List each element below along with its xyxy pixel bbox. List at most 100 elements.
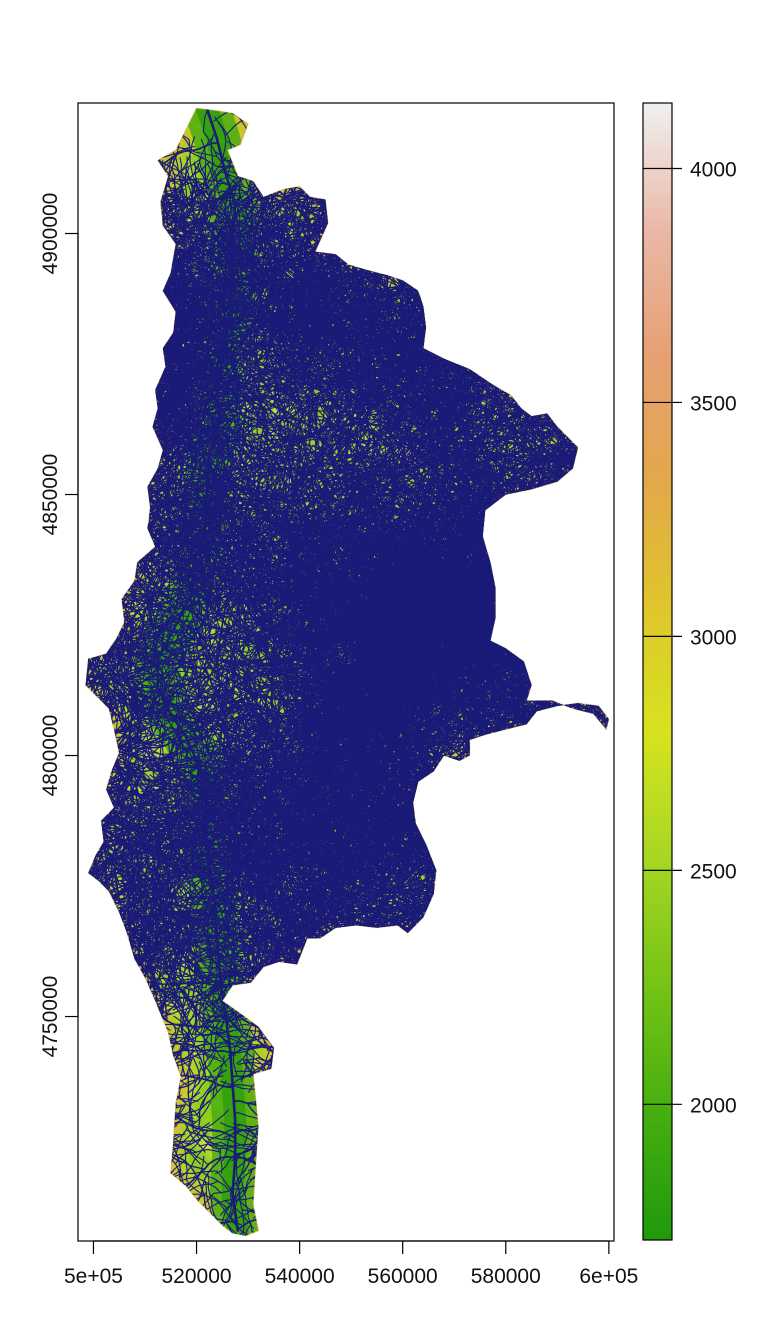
river-segment-3957 bbox=[0, 573, 38, 607]
river-segment-765 bbox=[114, 259, 132, 273]
river-segment-1928 bbox=[0, 401, 38, 403]
river-segment-233 bbox=[281, 108, 319, 148]
river-segment-3108 bbox=[94, 504, 98, 526]
river-segment-678 bbox=[496, 181, 540, 205]
river-segment-2694 bbox=[105, 316, 116, 350]
river-segment-1074 bbox=[122, 297, 133, 307]
river-segment-87 bbox=[143, 260, 167, 278]
river-segment-4844 bbox=[67, 757, 70, 805]
river-segment-484 bbox=[355, 140, 377, 168]
river-segment-1557 bbox=[30, 447, 66, 450]
river-segment-2762 bbox=[85, 530, 91, 537]
river-segment-2315 bbox=[85, 449, 98, 484]
river-segment-1574 bbox=[102, 279, 118, 301]
river-segment-1485 bbox=[123, 356, 149, 364]
river-segment-1605 bbox=[85, 319, 89, 349]
river-segment-3116 bbox=[85, 495, 112, 526]
river-segment-3600 bbox=[1, 549, 21, 577]
river-segment-1326 bbox=[79, 148, 82, 181]
river-segment-2644 bbox=[85, 480, 111, 510]
river-segment-2864 bbox=[85, 572, 102, 592]
river-segment-3417 bbox=[85, 484, 109, 504]
river-segment-77 bbox=[5, 175, 38, 193]
river-segment-783 bbox=[115, 248, 132, 300]
river-segment-34 bbox=[297, 108, 309, 120]
river-segment-349 bbox=[354, 66, 369, 88]
river-segment-1165 bbox=[79, 334, 85, 360]
river-segment-1538 bbox=[47, 381, 63, 402]
river-segment-1477 bbox=[119, 446, 130, 478]
river-segment-449 bbox=[366, 130, 376, 162]
river-segment-2279 bbox=[440, 300, 468, 363]
river-segment-1493 bbox=[113, 368, 154, 400]
river-segment-4733 bbox=[4, 643, 14, 679]
river-segment-3217 bbox=[85, 388, 105, 404]
river-segment-1625 bbox=[25, 336, 73, 341]
river-segment-317 bbox=[376, 136, 390, 164]
river-segment-1187 bbox=[115, 364, 151, 396]
river-segment-301 bbox=[340, 184, 370, 218]
river-segment-52 bbox=[135, 147, 145, 176]
river-segment-3955 bbox=[15, 541, 46, 551]
river-segment-4307 bbox=[0, 511, 18, 528]
river-segment-376 bbox=[156, 177, 168, 184]
river-segment-342 bbox=[403, 108, 440, 112]
river-segment-3937 bbox=[0, 578, 22, 615]
river-segment-4271 bbox=[14, 564, 44, 579]
river-segment-1784 bbox=[124, 354, 151, 373]
river-segment-264 bbox=[366, 134, 399, 142]
river-segment-4315 bbox=[32, 574, 60, 587]
river-segment-1167 bbox=[85, 314, 99, 347]
river-segment-1802 bbox=[117, 331, 144, 401]
river-segment-1555 bbox=[85, 417, 111, 443]
river-segment-602 bbox=[458, 327, 484, 351]
river-segment-3845 bbox=[93, 447, 111, 499]
river-segment-1614 bbox=[10, 442, 41, 462]
river-segment-481 bbox=[366, 157, 372, 191]
river-segment-4311 bbox=[0, 531, 6, 552]
river-segment-4046 bbox=[89, 720, 105, 746]
river-segment-307 bbox=[331, 167, 389, 191]
river-segment-1045 bbox=[156, 312, 176, 331]
river-segment-856 bbox=[128, 346, 143, 369]
river-segment-3155 bbox=[23, 437, 56, 441]
river-segment-76 bbox=[30, 153, 52, 179]
river-segment-3508 bbox=[20, 619, 57, 629]
river-segment-438 bbox=[367, 178, 404, 204]
river-segment-3229 bbox=[96, 407, 121, 423]
river-segment-3273 bbox=[85, 417, 91, 453]
river-segment-340 bbox=[344, 137, 389, 142]
river-segment-4291 bbox=[102, 419, 128, 425]
river-segment-1993 bbox=[0, 354, 1, 388]
river-segment-4294 bbox=[99, 365, 105, 400]
river-segment-1241 bbox=[11, 206, 40, 211]
river-segment-3227 bbox=[98, 419, 117, 444]
river-segment-3958 bbox=[0, 553, 2, 584]
river-segment-3380 bbox=[0, 377, 17, 386]
river-segment-452 bbox=[323, 108, 358, 164]
river-segment-1970 bbox=[85, 416, 109, 427]
river-segment-168 bbox=[304, 151, 310, 199]
river-segment-3855 bbox=[85, 446, 101, 490]
river-segment-469 bbox=[349, 233, 403, 270]
river-segment-873 bbox=[37, 325, 65, 328]
river-segment-1809 bbox=[85, 385, 108, 398]
river-segment-4573 bbox=[0, 638, 14, 658]
river-segment-286 bbox=[308, 118, 315, 145]
river-segment-668 bbox=[415, 150, 454, 220]
river-segment-3551 bbox=[85, 592, 93, 604]
river-segment-1866 bbox=[0, 401, 51, 433]
river-segment-3584 bbox=[71, 615, 77, 646]
river-segment-1833 bbox=[0, 443, 23, 455]
river-segment-3599 bbox=[27, 547, 29, 583]
river-segment-1817 bbox=[95, 470, 133, 487]
river-segment-1535 bbox=[121, 399, 136, 449]
river-segment-1933 bbox=[85, 407, 105, 446]
river-segment-4764 bbox=[50, 640, 76, 653]
river-segment-3164 bbox=[107, 529, 123, 562]
river-segment-465 bbox=[341, 209, 371, 231]
river-segment-4181 bbox=[87, 480, 119, 507]
river-segment-2308 bbox=[120, 465, 143, 474]
river-segment-463 bbox=[317, 192, 408, 251]
river-segment-3318 bbox=[16, 332, 42, 368]
